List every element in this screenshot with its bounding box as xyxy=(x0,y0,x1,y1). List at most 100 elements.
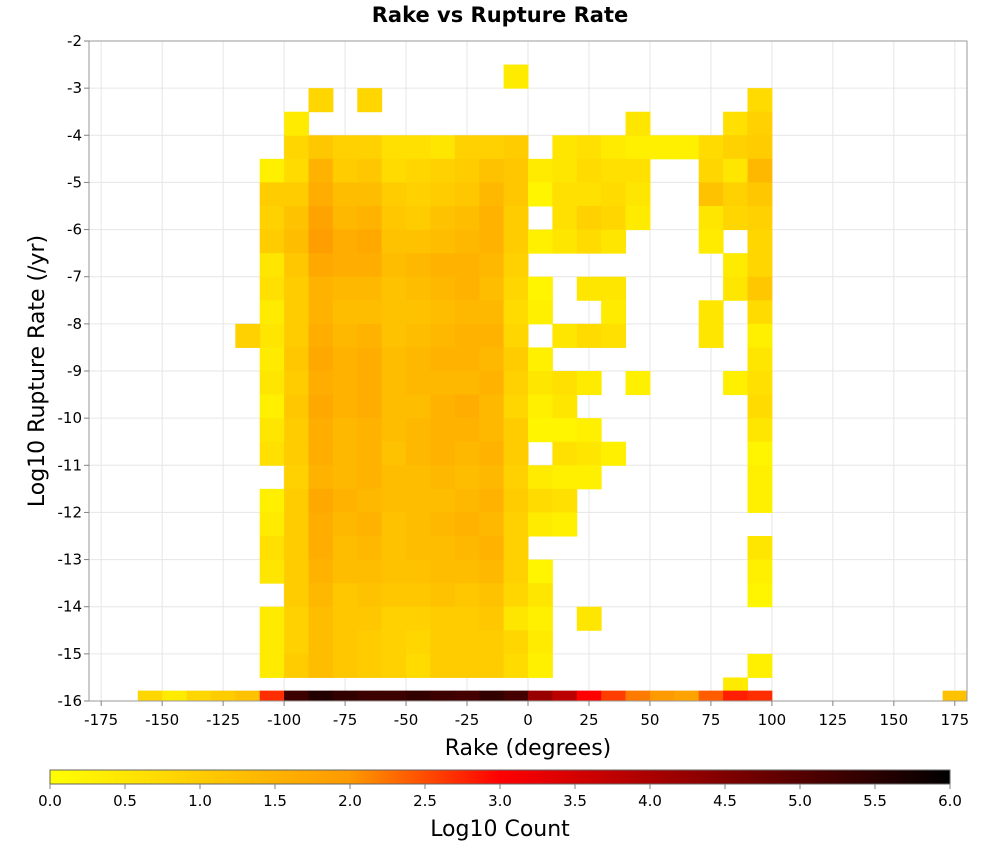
heatmap-cell xyxy=(747,135,773,160)
colorbar-tick-label: 0.0 xyxy=(38,792,62,810)
heatmap-cell xyxy=(332,536,358,561)
heatmap-cell xyxy=(503,276,529,301)
heatmap-cell xyxy=(747,229,773,254)
heatmap-cell xyxy=(357,253,383,278)
heatmap-cell xyxy=(576,371,602,396)
heatmap-cell xyxy=(625,158,651,183)
y-tick-label: -15 xyxy=(58,645,83,663)
heatmap-cell xyxy=(601,182,627,207)
heatmap-cell xyxy=(454,276,480,301)
heatmap-cell xyxy=(454,182,480,207)
heatmap-cell xyxy=(381,371,407,396)
y-tick-label: -2 xyxy=(67,32,82,50)
heatmap-cell xyxy=(625,206,651,231)
heatmap-cell xyxy=(454,300,480,325)
heatmap-cell xyxy=(406,253,431,278)
heatmap-cell xyxy=(284,630,309,655)
heatmap-cell xyxy=(454,606,480,631)
heatmap-cell xyxy=(479,606,505,631)
heatmap-cell xyxy=(430,583,456,608)
heatmap-cell xyxy=(454,583,480,608)
heatmap-cell xyxy=(284,300,309,325)
heatmap-cell xyxy=(625,371,651,396)
heatmap-cell xyxy=(406,206,431,231)
heatmap-cell xyxy=(625,111,651,136)
heatmap-cell xyxy=(454,394,480,419)
heatmap-cell xyxy=(503,300,529,325)
heatmap-cell xyxy=(308,583,334,608)
heatmap-cell xyxy=(259,347,285,372)
heatmap-cell xyxy=(430,630,456,655)
heatmap-cell xyxy=(528,512,553,537)
heatmap-cell xyxy=(284,394,309,419)
heatmap-cell xyxy=(601,323,627,348)
heatmap-cell xyxy=(430,323,456,348)
heatmap-cell xyxy=(332,158,358,183)
heatmap-cell xyxy=(747,111,773,136)
heatmap-cell xyxy=(649,135,675,160)
heatmap-cell xyxy=(332,488,358,513)
heatmap-cell xyxy=(381,323,407,348)
heatmap-cell xyxy=(357,347,383,372)
heatmap-cell xyxy=(357,630,383,655)
heatmap-cell xyxy=(479,512,505,537)
heatmap-cell xyxy=(479,465,505,490)
heatmap-cell xyxy=(406,690,431,701)
heatmap-cell xyxy=(308,690,334,701)
heatmap-cell xyxy=(259,559,285,584)
heatmap-cell xyxy=(381,347,407,372)
x-tick-label: 125 xyxy=(819,711,848,729)
heatmap-cell xyxy=(332,441,358,466)
heatmap-cell xyxy=(503,371,529,396)
heatmap-cell xyxy=(723,182,748,207)
heatmap-cell xyxy=(332,182,358,207)
heatmap-cell xyxy=(479,371,505,396)
heatmap-cell xyxy=(552,206,578,231)
heatmap-cell xyxy=(454,653,480,678)
heatmap-cell xyxy=(528,347,553,372)
heatmap-cell xyxy=(381,394,407,419)
heatmap-cell xyxy=(381,606,407,631)
colorbar-tick-label: 3.5 xyxy=(563,792,587,810)
heatmap-cell xyxy=(528,606,553,631)
y-axis-ticks: -2 -3 -4 -5 -6 -7 -8 -9 -10 -11 -12 -13 -14 -15 -16 xyxy=(58,32,89,710)
heatmap-cell xyxy=(332,394,358,419)
heatmap-cell xyxy=(454,253,480,278)
heatmap-cell xyxy=(747,300,773,325)
heatmap-cell xyxy=(528,653,553,678)
heatmap-cell xyxy=(357,229,383,254)
heatmap-cell xyxy=(381,583,407,608)
y-tick-label: -13 xyxy=(58,551,83,569)
heatmap-cell xyxy=(381,441,407,466)
heatmap-cell xyxy=(357,418,383,443)
heatmap-cell xyxy=(747,559,773,584)
heatmap-cell xyxy=(284,583,309,608)
heatmap-cell xyxy=(601,158,627,183)
heatmap-cell xyxy=(479,418,505,443)
heatmap-cell xyxy=(576,465,602,490)
heatmap-cell xyxy=(284,418,309,443)
heatmap-cell xyxy=(576,206,602,231)
heatmap-cell xyxy=(552,512,578,537)
heatmap-cell xyxy=(454,441,480,466)
heatmap-cell xyxy=(357,583,383,608)
heatmap-cell xyxy=(528,394,553,419)
colorbar-tick-label: 4.5 xyxy=(713,792,737,810)
heatmap-cell xyxy=(406,323,431,348)
heatmap-cell xyxy=(357,559,383,584)
heatmap-cell xyxy=(430,488,456,513)
heatmap-cell xyxy=(601,690,627,701)
heatmap-cell xyxy=(747,653,773,678)
heatmap-cell xyxy=(430,441,456,466)
heatmap-cell xyxy=(162,690,188,701)
heatmap-cell xyxy=(259,606,285,631)
heatmap-cell xyxy=(747,371,773,396)
heatmap-cell xyxy=(406,441,431,466)
heatmap-cell xyxy=(259,394,285,419)
heatmap-cell xyxy=(552,441,578,466)
heatmap-cell xyxy=(235,690,261,701)
heatmap-cell xyxy=(747,206,773,231)
heatmap-cell xyxy=(406,276,431,301)
heatmap-cell xyxy=(357,441,383,466)
heatmap-cell xyxy=(747,88,773,113)
